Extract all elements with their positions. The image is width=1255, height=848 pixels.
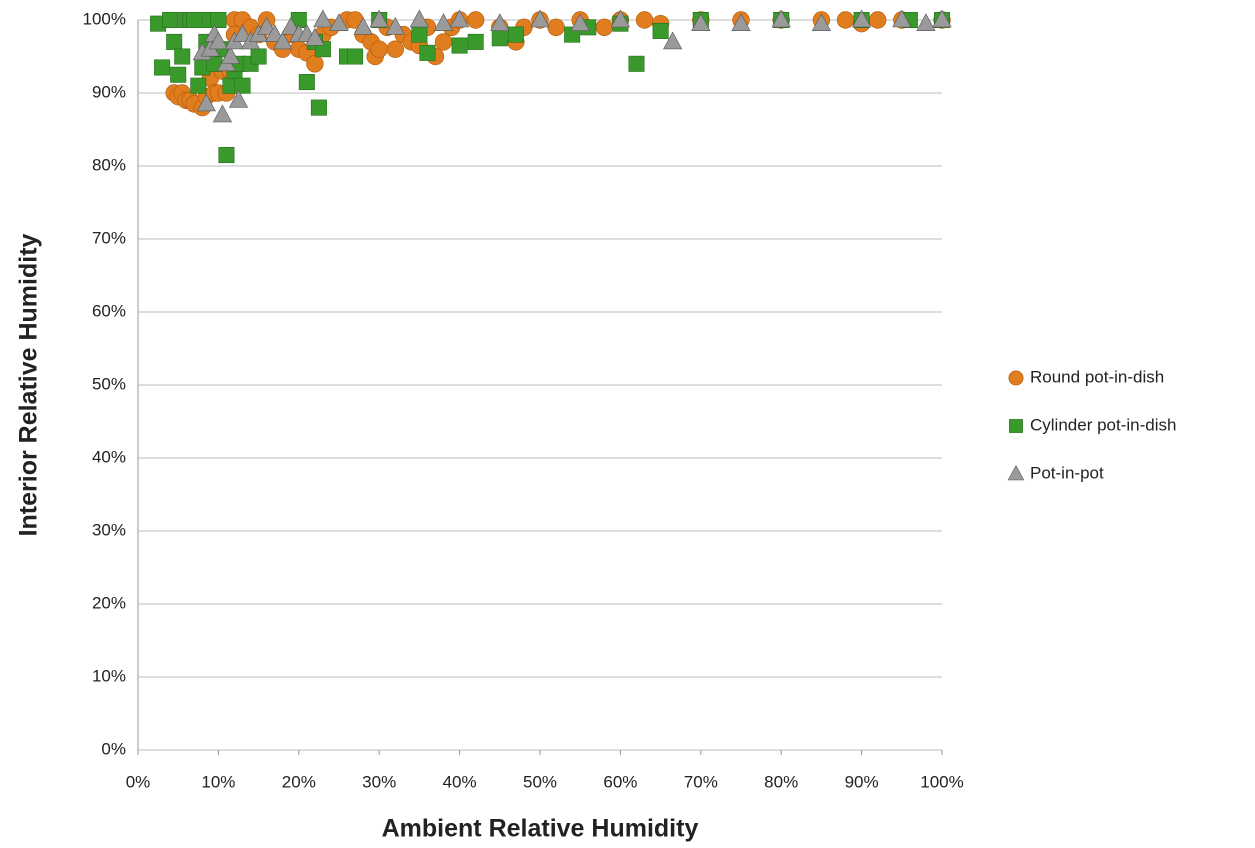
point [329, 13, 349, 31]
point [170, 66, 187, 83]
x-tick-label: 20% [282, 772, 316, 791]
point [385, 16, 405, 35]
legend-marker [1009, 419, 1023, 433]
y-tick-label: 10% [92, 666, 126, 685]
x-axis-title: Ambient Relative Humidity [382, 815, 699, 843]
point [353, 16, 373, 35]
point [298, 74, 315, 91]
point [257, 16, 277, 35]
point [570, 13, 590, 31]
point [610, 9, 631, 28]
y-tick-label: 80% [92, 155, 126, 174]
point [220, 46, 241, 64]
point [466, 11, 485, 29]
point [595, 18, 614, 36]
point [771, 9, 791, 28]
y-tick-label: 30% [92, 520, 126, 539]
point [433, 13, 454, 31]
point [218, 147, 235, 164]
point [154, 59, 171, 76]
point [369, 9, 389, 28]
x-tick-label: 90% [845, 772, 879, 791]
x-tick-label: 0% [126, 772, 151, 791]
x-tick-label: 10% [201, 772, 235, 791]
point [691, 13, 711, 31]
point [347, 48, 364, 65]
point [731, 13, 751, 31]
point [306, 55, 324, 73]
y-tick-label: 40% [92, 447, 126, 466]
y-tick-label: 90% [92, 82, 126, 101]
point [836, 11, 855, 29]
y-tick-label: 60% [92, 301, 126, 320]
y-tick-label: 0% [101, 739, 126, 758]
point [652, 22, 669, 39]
point [208, 31, 229, 50]
point [305, 27, 325, 46]
point [663, 31, 683, 50]
point [916, 13, 936, 31]
point [186, 12, 203, 28]
x-tick-label: 50% [523, 772, 557, 791]
point [451, 37, 468, 54]
x-tick-label: 30% [362, 772, 396, 791]
point [228, 89, 249, 108]
point [212, 104, 233, 123]
point [490, 13, 510, 31]
point [196, 93, 216, 112]
point [868, 11, 887, 29]
point [530, 9, 550, 28]
legend-marker [1007, 464, 1025, 481]
point [281, 16, 301, 35]
x-tick-label: 70% [684, 772, 718, 791]
x-tick-label: 80% [764, 772, 798, 791]
point [547, 18, 565, 36]
point [419, 44, 436, 61]
point [162, 12, 179, 28]
point [386, 40, 404, 58]
point [370, 40, 388, 58]
point [409, 9, 430, 28]
legend-label: Round pot-in-dish [1030, 367, 1164, 386]
point [449, 9, 470, 28]
point [892, 9, 912, 28]
point [265, 24, 285, 42]
point [467, 33, 484, 50]
point [210, 12, 227, 28]
legend-marker [1008, 370, 1024, 386]
x-tick-label: 40% [443, 772, 477, 791]
point [434, 33, 453, 51]
y-tick-label: 50% [92, 374, 126, 393]
point [811, 13, 832, 31]
point [232, 24, 253, 42]
point [491, 30, 508, 47]
y-tick-label: 70% [92, 228, 126, 247]
point [313, 9, 333, 28]
point [190, 77, 207, 94]
point [628, 55, 645, 72]
point [411, 26, 428, 43]
legend-label: Cylinder pot-in-dish [1030, 415, 1176, 434]
y-axis-title: Interior Relative Humidity [15, 233, 43, 536]
point [166, 33, 183, 50]
x-tick-label: 100% [920, 772, 963, 791]
x-tick-label: 60% [603, 772, 637, 791]
y-tick-label: 100% [83, 9, 126, 28]
point [174, 48, 191, 65]
y-tick-label: 20% [92, 593, 126, 612]
point [635, 11, 654, 29]
point [310, 99, 327, 116]
point [234, 77, 251, 94]
point [851, 9, 872, 28]
point [932, 9, 952, 28]
point [250, 48, 267, 65]
point [273, 31, 293, 50]
point [507, 26, 524, 43]
legend-label: Pot-in-pot [1030, 463, 1104, 482]
